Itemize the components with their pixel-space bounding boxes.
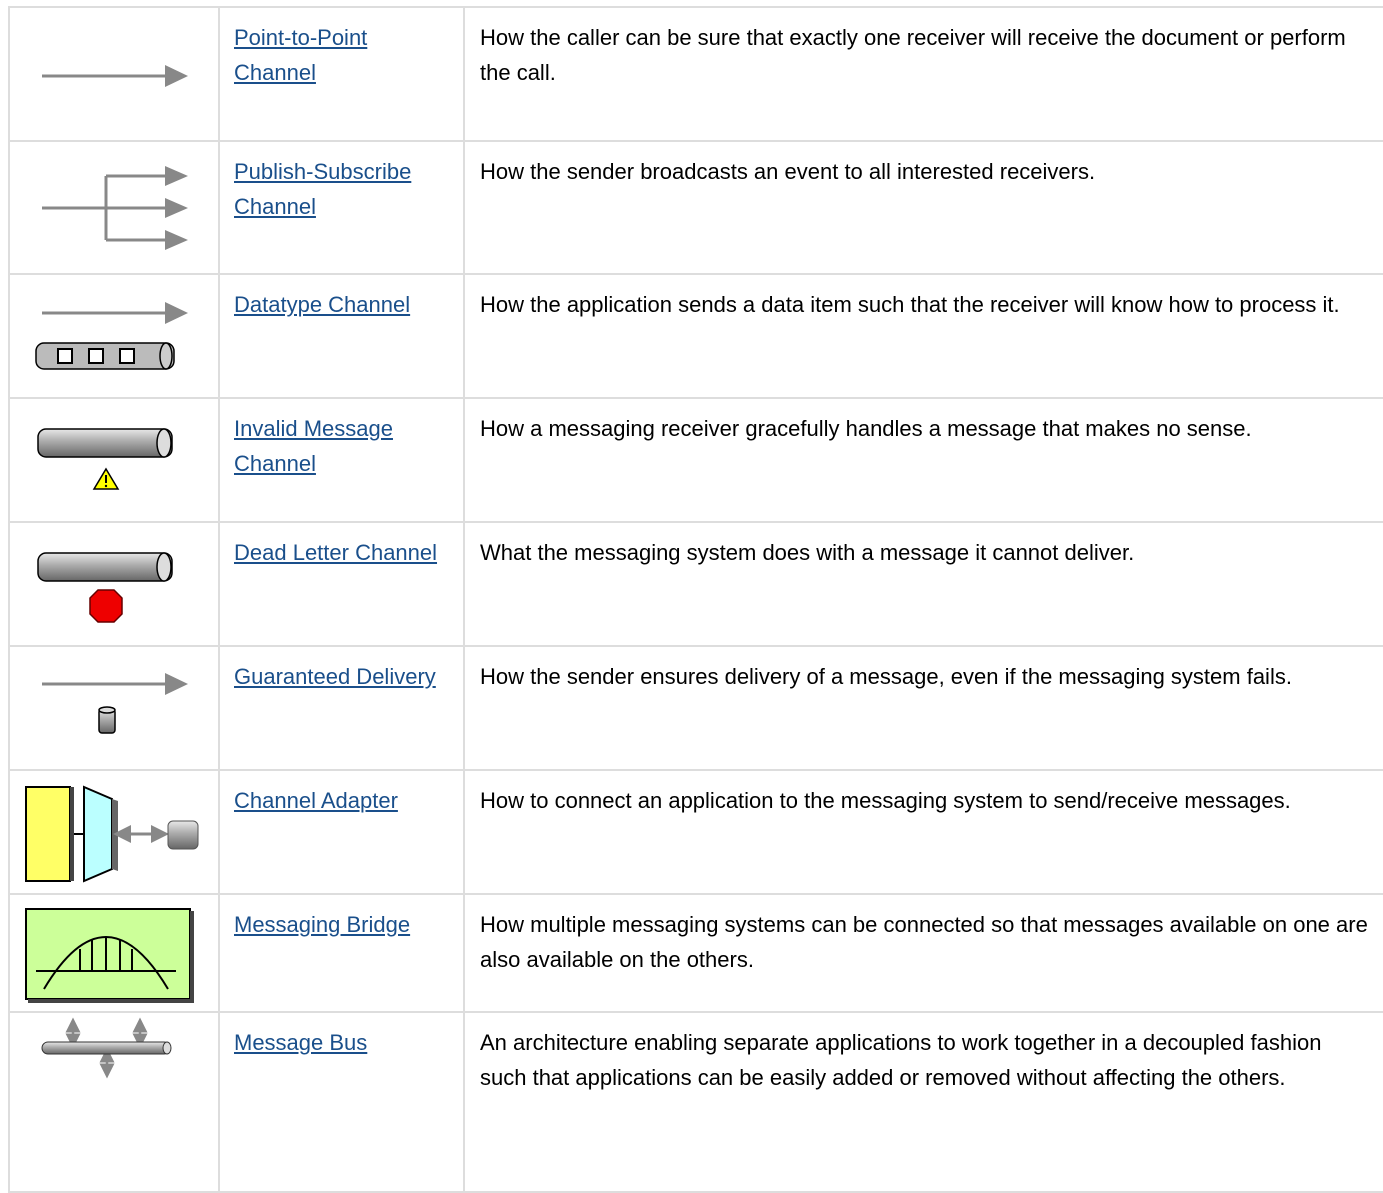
description: How the sender ensures delivery of a mes… — [480, 664, 1292, 689]
icon-cell — [10, 647, 220, 769]
description: An architecture enabling separate applic… — [480, 1030, 1322, 1090]
icon-cell — [10, 523, 220, 645]
icon-cell — [10, 895, 220, 1011]
guaranteed-delivery-icon — [42, 673, 188, 734]
table-row: Guaranteed Delivery How the sender ensur… — [10, 647, 1383, 771]
publish-subscribe-icon — [42, 166, 188, 250]
pattern-link[interactable]: Channel Adapter — [234, 788, 398, 813]
name-cell: Datatype Channel — [220, 275, 465, 397]
pattern-link[interactable]: Dead Letter Channel — [234, 540, 438, 565]
invalid-message-icon — [37, 428, 173, 490]
messaging-bridge-icon — [25, 908, 194, 1003]
datatype-icon — [35, 302, 188, 370]
description: How to connect an application to the mes… — [480, 788, 1291, 813]
icon-cell — [10, 275, 220, 397]
pattern-link[interactable]: Messaging Bridge — [234, 912, 411, 937]
pattern-link[interactable]: Datatype Channel — [234, 292, 411, 317]
name-cell: Messaging Bridge — [220, 895, 465, 1011]
point-to-point-icon — [42, 65, 188, 87]
table-row: Datatype Channel How the application sen… — [10, 275, 1383, 399]
message-bus-icon — [41, 1017, 172, 1079]
table-row: Messaging Bridge How multiple messaging … — [10, 895, 1383, 1013]
name-cell: Invalid Message Channel — [220, 399, 465, 521]
name-cell: Channel Adapter — [220, 771, 465, 893]
description: How a messaging receiver gracefully hand… — [480, 416, 1252, 441]
icon-cell — [10, 142, 220, 273]
description: How the caller can be sure that exactly … — [480, 25, 1346, 85]
name-cell: Point-to-Point Channel — [220, 8, 465, 140]
icon-cell — [10, 399, 220, 521]
name-cell: Guaranteed Delivery — [220, 647, 465, 769]
icon-cell — [10, 771, 220, 893]
description: What the messaging system does with a me… — [480, 540, 1135, 565]
pattern-link[interactable]: Invalid Message Channel — [234, 416, 393, 476]
description: How the sender broadcasts an event to al… — [480, 159, 1096, 184]
table-row: Channel Adapter How to connect an applic… — [10, 771, 1383, 895]
channel-adapter-icon — [25, 785, 199, 883]
table-row: Invalid Message Channel How a messaging … — [10, 399, 1383, 523]
pattern-link[interactable]: Message Bus — [234, 1030, 368, 1055]
table-row: Message Bus An architecture enabling sep… — [10, 1013, 1383, 1193]
table-row: Publish-Subscribe Channel How the sender… — [10, 142, 1383, 275]
pattern-link[interactable]: Publish-Subscribe Channel — [234, 159, 412, 219]
pattern-link[interactable]: Guaranteed Delivery — [234, 664, 436, 689]
dead-letter-icon — [37, 552, 173, 623]
icon-cell — [10, 8, 220, 140]
table-row: Dead Letter Channel What the messaging s… — [10, 523, 1383, 647]
table-row: Point-to-Point Channel How the caller ca… — [10, 8, 1383, 142]
pattern-link[interactable]: Point-to-Point Channel — [234, 25, 368, 85]
name-cell: Publish-Subscribe Channel — [220, 142, 465, 273]
icon-cell — [10, 1013, 220, 1191]
description: How the application sends a data item su… — [480, 292, 1340, 317]
description: How multiple messaging systems can be co… — [480, 912, 1368, 972]
name-cell: Dead Letter Channel — [220, 523, 465, 645]
pattern-table: Point-to-Point Channel How the caller ca… — [8, 6, 1383, 1193]
name-cell: Message Bus — [220, 1013, 465, 1191]
